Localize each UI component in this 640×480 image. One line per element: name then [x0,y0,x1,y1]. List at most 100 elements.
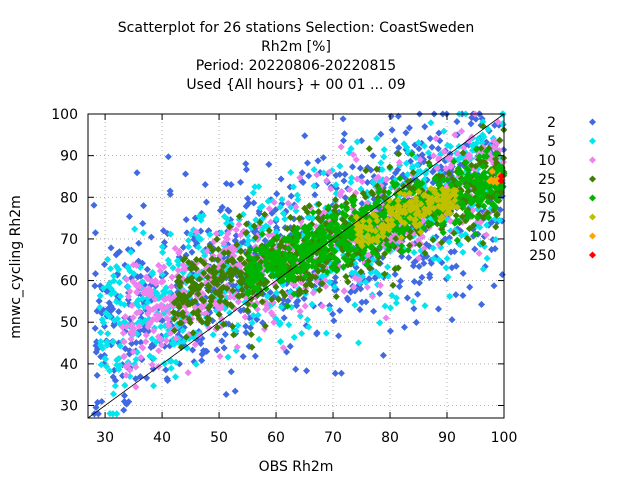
data-point [228,322,237,330]
data-point [354,276,362,284]
data-point [216,206,224,215]
data-point [179,243,187,251]
y-tick-label: 50 [60,315,78,331]
data-point [378,166,386,174]
legend-marker [588,213,597,221]
y-tick-label: 30 [60,399,78,415]
data-point [470,222,478,230]
data-point [375,259,383,267]
data-point [148,270,156,278]
data-point [352,156,360,164]
data-point [216,352,224,360]
data-point [192,228,200,236]
data-point [440,127,448,135]
data-point [339,263,348,271]
data-point [121,313,129,321]
data-point [479,239,487,247]
data-point [454,149,462,157]
data-point [242,202,250,210]
data-point [286,342,294,350]
data-point [369,152,377,160]
data-point [126,287,134,295]
data-point [278,195,286,204]
data-point [429,236,437,244]
data-point [97,329,105,337]
data-point [179,287,188,295]
data-point [389,281,397,289]
data-point [265,160,273,168]
data-point [340,287,348,295]
data-point [362,167,370,175]
data-point [295,214,303,222]
data-point [153,302,161,310]
data-point [453,179,461,187]
data-point [229,258,237,266]
data-point [391,169,400,177]
data-point [226,309,234,317]
data-point [133,261,141,269]
data-point [242,220,251,228]
data-point [99,284,107,292]
data-point [348,163,357,171]
data-point [465,151,473,159]
data-point [311,263,319,271]
data-point [170,327,178,335]
data-point [199,212,207,220]
data-point [381,250,389,258]
data-point [125,398,133,406]
title-line-4: Used {All hours} + 00 01 ... 09 [186,77,405,93]
data-point [99,344,107,352]
data-point [214,290,223,298]
data-point [339,115,347,123]
data-point [498,271,506,279]
data-point [177,343,185,351]
data-point [142,338,150,346]
data-point [365,145,373,153]
data-point [231,387,239,395]
data-point [110,316,118,325]
data-point [496,136,504,144]
data-point [121,345,129,353]
data-point [491,245,499,253]
data-point [315,200,323,208]
data-point [261,322,269,330]
data-point [475,249,483,257]
data-point [373,134,381,143]
data-point [116,342,124,350]
data-point [100,260,109,268]
data-point [251,352,259,360]
data-point [386,304,395,312]
data-point [273,233,281,241]
x-tick-label: 100 [491,430,518,446]
data-point [349,151,357,159]
data-point [164,320,172,328]
data-point [237,255,245,263]
data-point [174,266,182,274]
data-point [273,190,281,198]
data-point [294,224,302,232]
data-point [106,265,115,273]
data-point [189,346,197,354]
data-point [347,178,355,186]
data-point [217,276,225,284]
data-point [311,191,319,199]
data-point [119,329,127,337]
data-point [235,298,243,306]
data-point [410,258,418,267]
data-point [325,168,333,176]
data-point [149,316,157,324]
data-point [412,318,420,326]
data-point [362,298,370,306]
data-point [442,264,450,272]
data-point [262,306,270,314]
data-point [330,317,338,325]
data-point [93,371,101,379]
data-point [194,285,202,293]
y-tick-label: 80 [60,190,78,206]
data-point [395,158,403,166]
data-point [373,165,381,173]
data-point [111,382,119,390]
data-point [143,265,151,273]
data-point [458,127,466,135]
data-point [156,267,164,275]
